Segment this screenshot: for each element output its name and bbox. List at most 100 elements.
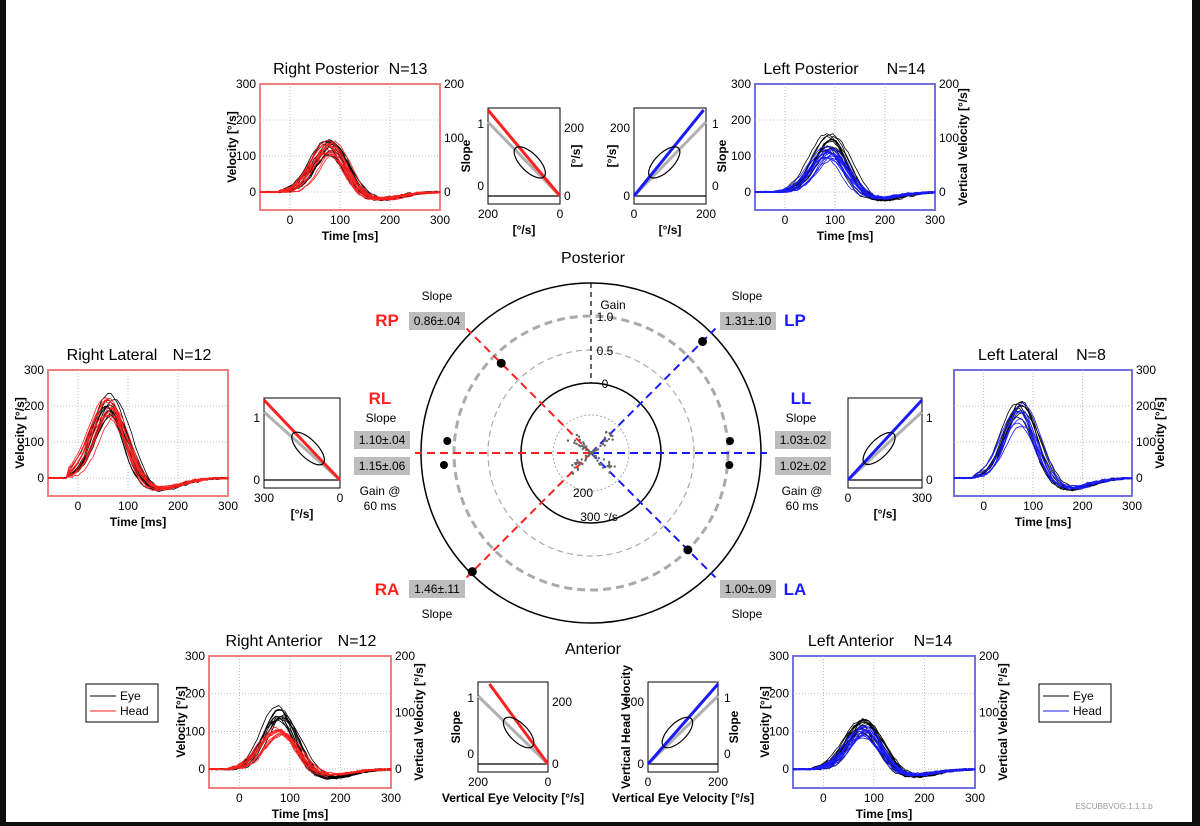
velocity-ring: [552, 414, 630, 492]
slope-label: Slope: [366, 411, 397, 425]
slope-value: 1.10±.04: [359, 433, 406, 447]
velocity-sample: [584, 459, 587, 462]
gain-value-box: [354, 457, 410, 475]
slope-value-box: [409, 312, 465, 330]
gain-60ms-label: 60 ms: [786, 499, 819, 513]
canal-code: RL: [369, 389, 392, 408]
velocity-sample: [575, 442, 578, 446]
gain-point: [683, 545, 693, 555]
slope-tick-label: 0: [467, 747, 474, 761]
y-tick-label: 200: [731, 113, 751, 127]
gain-point: [467, 567, 477, 577]
y-tick-label: 0: [744, 185, 751, 199]
y-right-tick-label: 0: [444, 185, 451, 199]
velocity-sample: [584, 454, 588, 457]
panel-title: Right Lateral: [67, 347, 158, 364]
slope-label: Slope: [786, 411, 817, 425]
y-axis-label: Slope: [449, 710, 463, 743]
data-contour: [862, 431, 896, 466]
y-tick-label: 0: [637, 757, 644, 771]
y-tick-label: 200: [24, 399, 44, 413]
y-right-tick-label: 100: [979, 706, 999, 720]
legend-frame: [1038, 683, 1112, 723]
velocity-sample: [575, 433, 579, 437]
velocity-sample: [603, 444, 606, 447]
y-right-tick-label: 0: [926, 473, 933, 487]
slope-value: 1.00±.09: [725, 582, 772, 596]
y-tick-label: 300: [769, 649, 789, 663]
legend-head-label: Head: [1073, 704, 1102, 718]
velocity-sample: [607, 461, 611, 464]
regression-fit-line: [632, 109, 705, 197]
slope-tick-label: 0: [712, 179, 719, 193]
canal-badge-rp: RP Slope 0.86±.04: [375, 289, 465, 330]
slope-value-box: [354, 431, 410, 449]
y-tick-label: 0: [253, 473, 260, 487]
panel-title: Left Lateral: [978, 347, 1058, 364]
velocity-sample: [582, 443, 585, 446]
gain-point: [439, 461, 448, 469]
canal-ray-ra: [465, 452, 592, 579]
y-tick-label: 0: [623, 189, 630, 203]
velocity-trace: [259, 154, 441, 199]
x-tick-label: 0: [236, 791, 243, 805]
slope-tick-label: 1: [467, 691, 474, 705]
data-contour: [661, 716, 694, 749]
velocity-sample: [611, 438, 614, 441]
velocity-trace: [793, 727, 976, 776]
y-right-tick-label: 200: [564, 121, 584, 135]
slope-tick-label: 1: [724, 691, 731, 705]
y-right-tick-label: 200: [395, 649, 415, 663]
y-tick-label: 200: [236, 113, 256, 127]
y-tick-label: 0: [198, 762, 205, 776]
x-axis-label: [°/s]: [513, 223, 536, 237]
x-tick-label: 0: [557, 207, 564, 221]
x-tick-label: 200: [168, 499, 188, 513]
velocity-sample: [573, 439, 577, 442]
y-tick-label: 200: [769, 687, 789, 701]
y-right-tick-label: 0: [1136, 471, 1143, 485]
y-right-tick-label: 200: [552, 695, 572, 709]
y-right-axis-label: Vertical Velocity [°/s]: [412, 663, 426, 781]
velocity-sample: [566, 439, 570, 442]
velocity-sample: [596, 448, 600, 451]
y-axis-label: Velocity [°/s]: [758, 686, 772, 758]
y-right-axis-label: Slope: [727, 710, 741, 743]
polar-title-posterior: Posterior: [561, 250, 626, 267]
slope-value: 1.46±.11: [414, 582, 460, 596]
gain-60ms-value: 1.15±.06: [359, 459, 406, 473]
panel-n-count: N=14: [887, 61, 926, 78]
x-tick-label: 0: [782, 213, 789, 227]
gain-point: [698, 336, 708, 346]
version-code: ESCUBBVOG:1.1.1.b: [1075, 802, 1153, 811]
velocity-sample: [601, 442, 605, 445]
y-right-tick-label: 0: [564, 189, 571, 203]
unity-fit-line: [632, 120, 708, 198]
velocity-trace: [47, 414, 229, 488]
x-tick-label: 200: [330, 791, 350, 805]
y-tick-label: 200: [185, 687, 205, 701]
panel-n-count: N=8: [1076, 347, 1106, 364]
velocity-sample: [608, 463, 611, 466]
y-tick-label: 300: [731, 77, 751, 91]
slope-label: Slope: [732, 607, 763, 621]
canal-ray-lp: [590, 327, 717, 454]
x-axis-label: Time [ms]: [817, 229, 873, 243]
data-contour: [502, 716, 535, 749]
y-right-tick-label: 0: [552, 757, 559, 771]
velocity-trace: [792, 730, 976, 776]
x-tick-label: 200: [708, 775, 728, 789]
velocity-sample: [585, 445, 588, 448]
velocity-trace: [259, 154, 441, 200]
velocity-trace: [754, 148, 936, 200]
velocity-sample: [599, 444, 602, 448]
x-tick-label: 300: [430, 213, 450, 227]
velocity-sample: [608, 432, 611, 435]
gain-value-box: [775, 457, 831, 475]
velocity-sample: [601, 466, 605, 469]
y-right-tick-label: 300: [1136, 363, 1156, 377]
